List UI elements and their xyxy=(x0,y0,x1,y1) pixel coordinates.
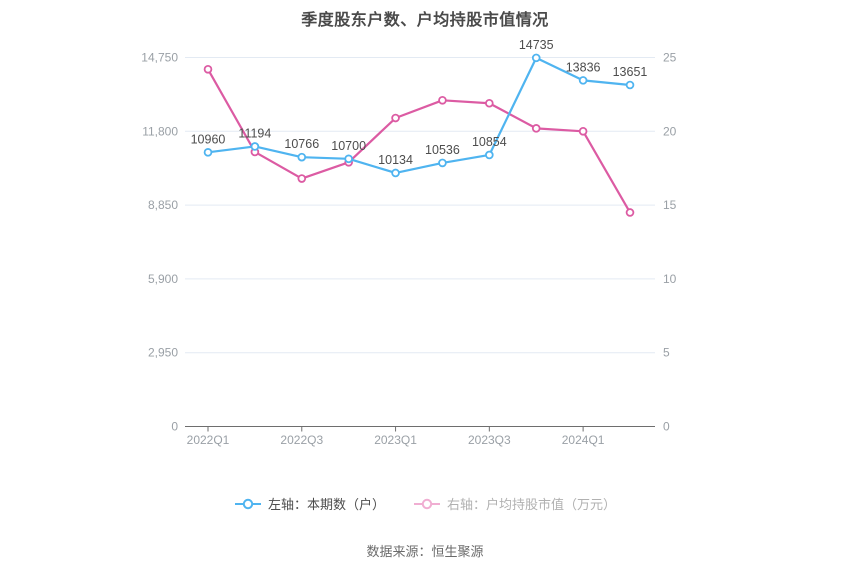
avg-holding-market-value-point[interactable] xyxy=(203,65,213,74)
current-period-count-point[interactable] xyxy=(531,53,541,63)
left-axis-tick-label: 14,750 xyxy=(141,51,178,65)
blue-line-legend-icon xyxy=(234,498,261,509)
current-period-count-point[interactable] xyxy=(578,76,588,85)
x-axis-tick-label: 2023Q3 xyxy=(468,433,511,447)
current-period-count-point[interactable] xyxy=(391,168,400,178)
current-period-count-point[interactable] xyxy=(297,152,307,162)
x-axis-tick-label: 2024Q1 xyxy=(562,433,605,447)
current-period-count-point-label: 10766 xyxy=(284,137,319,151)
left-axis-tick-label: 0 xyxy=(171,420,178,434)
avg-holding-market-value-point[interactable] xyxy=(485,98,494,108)
current-period-count-point[interactable] xyxy=(203,148,213,157)
avg-holding-market-value-point[interactable] xyxy=(297,174,307,183)
current-period-count-point-label: 13651 xyxy=(613,65,648,79)
legend-item-avg-holding-market-value[interactable]: 右轴：户均持股市值（万元） xyxy=(413,494,616,513)
current-period-count-point[interactable] xyxy=(344,154,353,164)
current-period-count-point-label: 14735 xyxy=(519,38,554,52)
left-axis-tick-label: 8,850 xyxy=(148,198,178,212)
current-period-count-point-label: 10700 xyxy=(331,139,366,153)
avg-holding-market-value-point[interactable] xyxy=(625,208,635,217)
right-axis-tick-label: 5 xyxy=(663,346,670,360)
current-period-count-point-label: 10134 xyxy=(378,153,413,167)
x-axis-tick-label: 2022Q3 xyxy=(280,433,323,447)
current-period-count-point[interactable] xyxy=(438,158,447,168)
current-period-count-point-label: 13836 xyxy=(566,60,601,74)
current-period-count-point-label: 10854 xyxy=(472,135,507,149)
right-axis-tick-label: 25 xyxy=(663,51,677,65)
legend-item-current-period-count[interactable]: 左轴：本期数（户） xyxy=(234,494,385,513)
pink-line-legend-icon xyxy=(414,498,440,509)
left-axis-tick-label: 11,800 xyxy=(142,124,178,138)
current-period-count-point-label: 10960 xyxy=(191,132,226,146)
legend-label-avg-holding-market-value: 右轴：户均持股市值（万元） xyxy=(447,497,617,512)
current-period-count-point-label: 10536 xyxy=(425,143,460,157)
right-axis-tick-label: 20 xyxy=(663,124,677,138)
right-axis-tick-label: 10 xyxy=(663,272,677,286)
current-period-count-point[interactable] xyxy=(250,142,260,151)
right-axis-tick-label: 15 xyxy=(663,198,677,212)
x-axis-tick-label: 2023Q1 xyxy=(374,433,417,447)
left-axis-tick-label: 2,950 xyxy=(148,346,178,360)
avg-holding-market-value-point[interactable] xyxy=(391,113,400,123)
current-period-count-point[interactable] xyxy=(625,80,635,90)
line-chart: 0 0 2,950 5 5,900 10 8,850 15 11,800 20 14,750 25 20… xyxy=(141,38,677,447)
current-period-count-point[interactable] xyxy=(485,150,494,160)
current-period-count-point-label: 11194 xyxy=(238,126,271,140)
left-axis-tick-label: 5,900 xyxy=(148,272,178,286)
chart-title: 季度股东户数、户均持股市值情况 xyxy=(301,12,549,29)
avg-holding-market-value-point[interactable] xyxy=(531,124,541,133)
data-source: 数据来源：恒生聚源 xyxy=(366,544,484,559)
current-period-count-line xyxy=(206,56,632,175)
avg-holding-market-value-point[interactable] xyxy=(438,96,447,105)
avg-holding-market-value-line xyxy=(206,68,632,214)
right-axis-tick-label: 0 xyxy=(663,420,670,434)
avg-holding-market-value-point[interactable] xyxy=(578,127,588,136)
x-axis-tick-label: 2022Q1 xyxy=(187,433,230,447)
legend: 左轴：本期数（户） 右轴：户均持股市值（万元） xyxy=(0,494,850,513)
legend-label-current-period-count: 左轴：本期数（户） xyxy=(267,497,385,512)
